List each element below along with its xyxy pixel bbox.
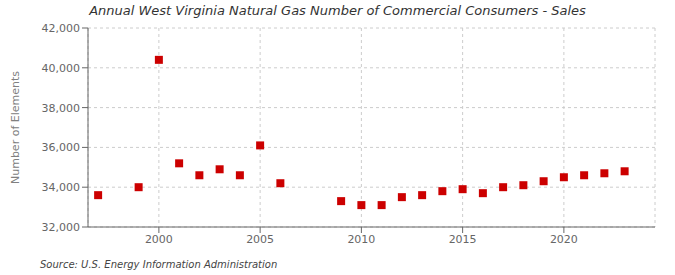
svg-text:42,000: 42,000 <box>42 22 81 35</box>
html-text:Source: U.S. Energy Informatio: Source: U.S. Energy Information Administ… <box>40 259 278 270</box>
svg-text:34,000: 34,000 <box>42 181 81 194</box>
svg-text:2010: 2010 <box>347 233 375 246</box>
svg-text:38,000: 38,000 <box>42 102 81 115</box>
svg-text:36,000: 36,000 <box>42 141 81 154</box>
svg-text:Number of Elements: Number of Elements <box>9 71 22 184</box>
html-text:Annual West Virginia Natural G: Annual West Virginia Natural Gas Number … <box>89 3 586 18</box>
svg-text:2015: 2015 <box>449 233 477 246</box>
svg-text:2005: 2005 <box>246 233 274 246</box>
svg-text:40,000: 40,000 <box>42 62 81 75</box>
svg-text:2000: 2000 <box>145 233 173 246</box>
svg-text:2020: 2020 <box>550 233 578 246</box>
svg-text:32,000: 32,000 <box>42 221 81 234</box>
